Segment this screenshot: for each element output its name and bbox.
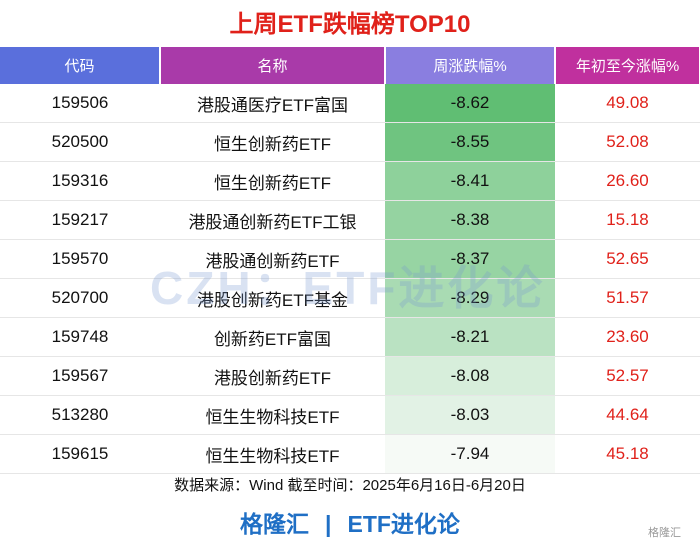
name-cell: 创新药ETF富国 bbox=[160, 317, 385, 357]
name-cell: 港股创新药ETF bbox=[160, 356, 385, 396]
separator: | bbox=[325, 511, 332, 537]
weekly-change-cell: -8.08 bbox=[385, 356, 555, 396]
logo: 格隆汇 bbox=[648, 527, 681, 539]
header-cell: 名称 bbox=[160, 47, 386, 84]
ytd-cell: 26.60 bbox=[555, 161, 700, 201]
weekly-change-cell: -8.38 bbox=[385, 200, 555, 240]
weekly-change-cell: -8.29 bbox=[385, 278, 555, 318]
ytd-cell: 52.57 bbox=[555, 356, 700, 396]
code-cell: 159567 bbox=[0, 356, 160, 396]
table-row: 159748 创新药ETF富国 -8.21 23.60 bbox=[0, 317, 700, 357]
code-cell: 513280 bbox=[0, 395, 160, 435]
name-cell: 港股通创新药ETF工银 bbox=[160, 200, 385, 240]
weekly-change-cell: -8.41 bbox=[385, 161, 555, 201]
weekly-change-cell: -8.55 bbox=[385, 122, 555, 162]
weekly-change-cell: -8.21 bbox=[385, 317, 555, 357]
code-cell: 520700 bbox=[0, 278, 160, 318]
name-cell: 恒生生物科技ETF bbox=[160, 434, 385, 474]
code-cell: 520500 bbox=[0, 122, 160, 162]
name-cell: 港股通创新药ETF bbox=[160, 239, 385, 279]
name-cell: 恒生创新药ETF bbox=[160, 161, 385, 201]
ytd-cell: 49.08 bbox=[555, 84, 700, 123]
ytd-cell: 44.64 bbox=[555, 395, 700, 435]
code-cell: 159506 bbox=[0, 84, 160, 123]
header-cell: 代码 bbox=[0, 47, 161, 84]
table-row: 159567 港股创新药ETF -8.08 52.57 bbox=[0, 356, 700, 396]
title: 上周ETF跌幅榜TOP10 bbox=[229, 11, 471, 38]
source-note: 数据来源：Wind 截至时间：2025年6月16日-6月20日 bbox=[174, 477, 526, 494]
ytd-cell: 23.60 bbox=[555, 317, 700, 357]
ytd-cell: 51.57 bbox=[555, 278, 700, 318]
ytd-cell: 52.08 bbox=[555, 122, 700, 162]
weekly-change-cell: -8.03 bbox=[385, 395, 555, 435]
weekly-change-cell: -8.37 bbox=[385, 239, 555, 279]
table: 代码 名称 周涨跌幅% 年初至今涨幅% 159506 港股通医疗ETF富国 -8.62 49… bbox=[0, 47, 700, 474]
name-cell: 恒生创新药ETF bbox=[160, 122, 385, 162]
header-cell: 年初至今涨幅% bbox=[555, 47, 700, 84]
name-cell: 港股通医疗ETF富国 bbox=[160, 84, 385, 123]
code-cell: 159615 bbox=[0, 434, 160, 474]
code-cell: 159748 bbox=[0, 317, 160, 357]
table-row: 159615 恒生生物科技ETF -7.94 45.18 bbox=[0, 434, 700, 474]
table-row: 159570 港股通创新药ETF -8.37 52.65 bbox=[0, 239, 700, 279]
table-row: 159316 恒生创新药ETF -8.41 26.60 bbox=[0, 161, 700, 201]
ytd-cell: 52.65 bbox=[555, 239, 700, 279]
table-row: 520700 港股创新药ETF基金 -8.29 51.57 bbox=[0, 278, 700, 318]
weekly-change-cell: -7.94 bbox=[385, 434, 555, 474]
header-cell: 周涨跌幅% bbox=[385, 47, 556, 84]
ytd-cell: 15.18 bbox=[555, 200, 700, 240]
table-row: 520500 恒生创新药ETF -8.55 52.08 bbox=[0, 122, 700, 162]
footer: 格隆汇 | ETF进化论 bbox=[0, 505, 700, 539]
table-row: 159506 港股通医疗ETF富国 -8.62 49.08 bbox=[0, 84, 700, 123]
code-cell: 159570 bbox=[0, 239, 160, 279]
code-cell: 159217 bbox=[0, 200, 160, 240]
header-row: 代码 名称 周涨跌幅% 年初至今涨幅% bbox=[0, 47, 700, 84]
name-cell: 港股创新药ETF基金 bbox=[160, 278, 385, 318]
table-body: 159506 港股通医疗ETF富国 -8.62 49.08 520500 恒生创新药ETF… bbox=[0, 84, 700, 474]
ytd-cell: 45.18 bbox=[555, 434, 700, 474]
weekly-change-cell: -8.62 bbox=[385, 84, 555, 123]
code-cell: 159316 bbox=[0, 161, 160, 201]
name-cell: 恒生生物科技ETF bbox=[160, 395, 385, 435]
brand: 格隆汇 bbox=[240, 511, 310, 537]
column-name: ETF进化论 bbox=[347, 511, 460, 537]
table-row: 513280 恒生生物科技ETF -8.03 44.64 bbox=[0, 395, 700, 435]
table-row: 159217 港股通创新药ETF工银 -8.38 15.18 bbox=[0, 200, 700, 240]
